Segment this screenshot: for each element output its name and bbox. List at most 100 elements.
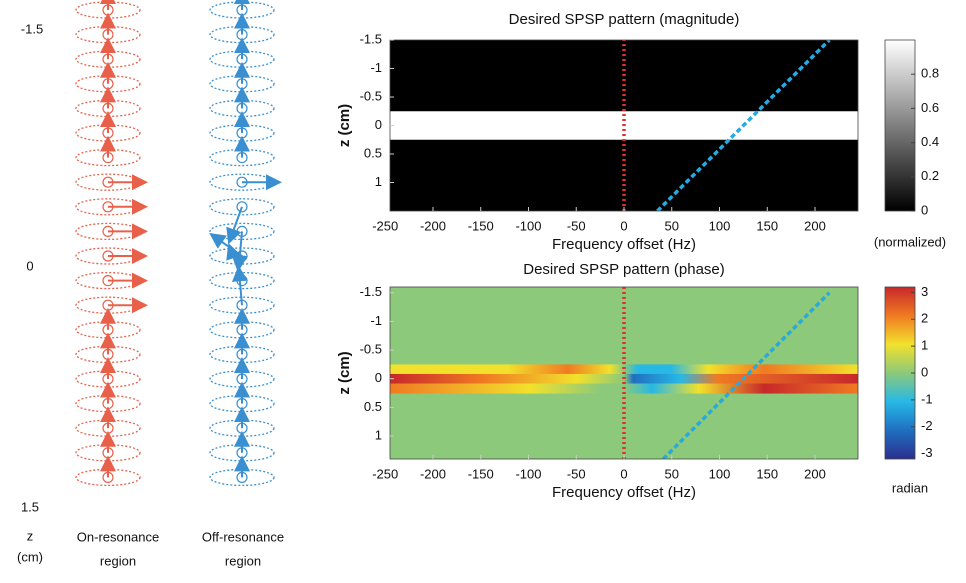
colorbar-tick-label: 1	[921, 338, 928, 353]
column-label: region	[100, 553, 136, 568]
spin-orbit	[75, 99, 141, 118]
chart-title: Desired SPSP pattern (phase)	[523, 261, 725, 278]
spin-orbit	[75, 370, 141, 388]
y-tick-label: -1.5	[360, 284, 382, 299]
x-tick-label: -100	[515, 466, 541, 481]
spin-orbit	[75, 321, 141, 339]
spin-orbit	[209, 468, 275, 487]
colorbar-label: (normalized)	[874, 234, 946, 249]
colorbar-tick-label: -3	[921, 445, 933, 460]
y-tick-label: 0.5	[364, 145, 382, 160]
y-tick-label: 0.5	[364, 399, 382, 414]
plot-area	[390, 40, 858, 211]
x-axis-label: Frequency offset (Hz)	[552, 484, 696, 501]
z-label: -1.5	[21, 21, 43, 36]
spin-orbit	[75, 345, 141, 364]
spin-orbit	[209, 222, 275, 241]
chart-title: Desired SPSP pattern (magnitude)	[509, 11, 740, 28]
spin-orbit	[75, 124, 141, 142]
spin-orbit	[75, 1, 141, 19]
y-tick-label: -1	[370, 313, 382, 328]
spin-orbit	[75, 444, 141, 462]
y-tick-label: 1	[375, 428, 382, 443]
x-tick-label: 0	[620, 466, 627, 481]
spin-orbit	[209, 394, 275, 413]
spin-orbit	[209, 321, 275, 339]
spin-orbit	[75, 75, 141, 93]
colorbar-tick-label: -2	[921, 418, 933, 433]
spin-orbit	[209, 419, 275, 437]
y-tick-label: -0.5	[360, 88, 382, 103]
spin-orbit	[209, 124, 275, 142]
heatmap-band	[390, 364, 858, 375]
colorbar	[884, 39, 916, 212]
x-tick-label: -50	[567, 218, 586, 233]
colorbar-tick-label: 0.8	[921, 66, 939, 81]
y-tick-label: 1	[375, 174, 382, 189]
spin-orbit	[209, 198, 275, 216]
column-label: region	[225, 553, 261, 568]
spin-orbit	[209, 247, 275, 265]
spin-orbit	[209, 296, 275, 314]
colorbar-tick-label: 0.2	[921, 168, 939, 183]
y-axis-label: z (cm)	[336, 104, 353, 147]
x-tick-label: -100	[515, 218, 541, 233]
spin-orbit	[75, 148, 141, 167]
colorbar-tick-label: -1	[921, 391, 933, 406]
plot-area	[390, 287, 858, 459]
colorbar-tick-label: 3	[921, 284, 928, 299]
y-tick-label: -1	[370, 60, 382, 75]
x-tick-label: -250	[372, 218, 398, 233]
x-tick-label: -150	[468, 466, 494, 481]
axis-label: (cm)	[17, 549, 43, 564]
spin-orbit	[209, 1, 275, 19]
spin-orbit	[209, 370, 275, 388]
x-tick-label: -50	[567, 466, 586, 481]
x-tick-label: 200	[804, 218, 826, 233]
x-tick-label: 50	[665, 466, 679, 481]
colorbar-tick-label: 0	[921, 202, 928, 217]
x-tick-label: 200	[804, 466, 826, 481]
colorbar-tick-label: 0	[921, 364, 928, 379]
z-label: 1.5	[21, 499, 39, 514]
diagram: -1.5 0 1.5 z (cm) On-resonance region Of…	[17, 0, 284, 568]
y-tick-label: -1.5	[360, 31, 382, 46]
spin-orbit	[209, 444, 275, 462]
spin-vector	[231, 231, 248, 272]
x-tick-label: 150	[756, 218, 778, 233]
spin-orbit	[75, 468, 141, 487]
colorbar-tick-label: 0.4	[921, 134, 939, 149]
spin-orbit	[75, 394, 141, 413]
spin-orbit	[209, 271, 275, 290]
spin-orbit	[75, 419, 141, 437]
overlay-line	[656, 40, 831, 211]
x-tick-label: 150	[756, 466, 778, 481]
colorbar-tick-label: 0.6	[921, 100, 939, 115]
x-tick-label: -150	[468, 218, 494, 233]
y-tick-label: 0	[375, 117, 382, 132]
y-tick-label: 0	[375, 370, 382, 385]
spin-orbit	[209, 345, 275, 364]
x-tick-label: 50	[665, 218, 679, 233]
spin-orbit	[209, 75, 275, 93]
spin-orbit	[75, 25, 141, 44]
x-tick-label: 100	[709, 218, 731, 233]
spin-orbit	[209, 148, 275, 167]
overlay-line	[660, 291, 831, 459]
x-tick-label: -200	[420, 466, 446, 481]
y-tick-label: -0.5	[360, 342, 382, 357]
x-tick-label: -250	[372, 466, 398, 481]
spin-orbit	[209, 50, 275, 68]
spin-vector	[231, 265, 248, 306]
colorbar-tick-label: 2	[921, 311, 928, 326]
column-label: Off-resonance	[202, 529, 284, 544]
axis-label: z	[27, 528, 34, 543]
colorbar-label: radian	[892, 480, 928, 495]
x-tick-label: -200	[420, 218, 446, 233]
spin-orbit	[209, 25, 275, 44]
spin-orbit	[209, 99, 275, 118]
spin-orbit	[75, 50, 141, 68]
x-tick-label: 100	[709, 466, 731, 481]
z-label: 0	[26, 258, 33, 273]
